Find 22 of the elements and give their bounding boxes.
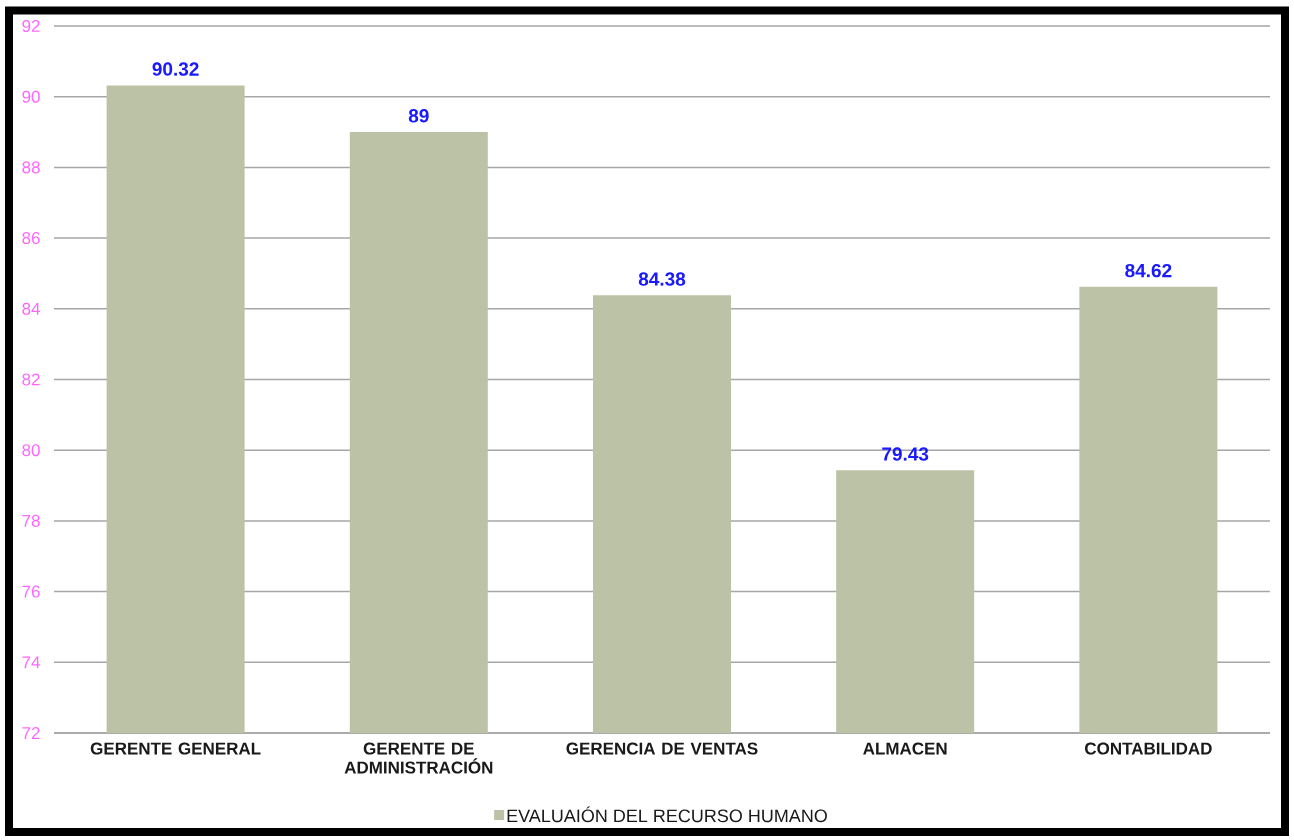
data-label: 84.38 bbox=[638, 272, 686, 286]
x-tick-label: GERENTE DE ADMINISTRACIÓN bbox=[344, 742, 493, 774]
y-tick-label: 84 bbox=[22, 302, 40, 315]
x-tick-label: GERENCIA DE VENTAS bbox=[566, 742, 758, 755]
y-tick-label: 80 bbox=[22, 444, 40, 457]
y-tick-label: 74 bbox=[22, 656, 40, 669]
y-tick-label: 92 bbox=[22, 19, 40, 33]
y-tick-label: 88 bbox=[22, 161, 40, 174]
legend-label: EVALUAIÓN DEL RECURSO HUMANO bbox=[507, 806, 827, 823]
y-tick-label: 72 bbox=[22, 727, 40, 739]
y-tick-label: 90 bbox=[22, 90, 40, 103]
x-tick-label: ALMACEN bbox=[863, 742, 947, 755]
data-label: 89 bbox=[408, 109, 429, 123]
data-label: 90.32 bbox=[152, 62, 199, 76]
y-tick-label: 78 bbox=[22, 514, 40, 527]
x-tick-label: GERENTE GENERAL bbox=[90, 742, 261, 755]
y-tick-label: 76 bbox=[22, 585, 40, 598]
x-tick-label: CONTABILIDAD bbox=[1085, 742, 1212, 755]
y-tick-label: 82 bbox=[22, 373, 40, 386]
data-label: 84.62 bbox=[1125, 263, 1172, 278]
data-label: 79.43 bbox=[882, 447, 929, 461]
y-tick-label: 86 bbox=[22, 232, 40, 245]
